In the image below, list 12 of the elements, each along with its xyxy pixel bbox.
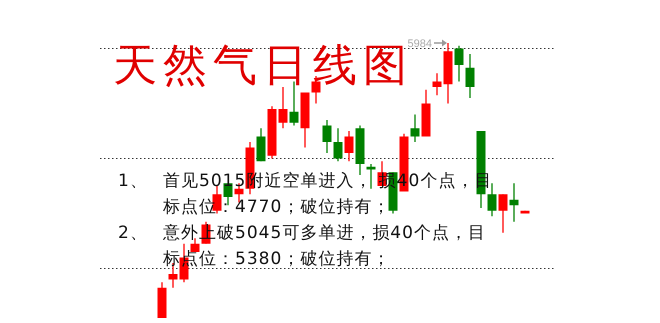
candlestick [510,182,518,222]
candlestick [454,45,464,82]
candlestick [410,114,420,143]
candlestick [334,128,342,162]
candlestick [344,130,354,162]
annotation: 5984 [408,38,432,50]
candlestick [432,72,442,96]
candlestick [498,194,508,234]
candlestick [278,86,288,129]
candlestick [466,53,474,99]
candlestick [488,182,496,217]
candlestick [322,119,332,154]
